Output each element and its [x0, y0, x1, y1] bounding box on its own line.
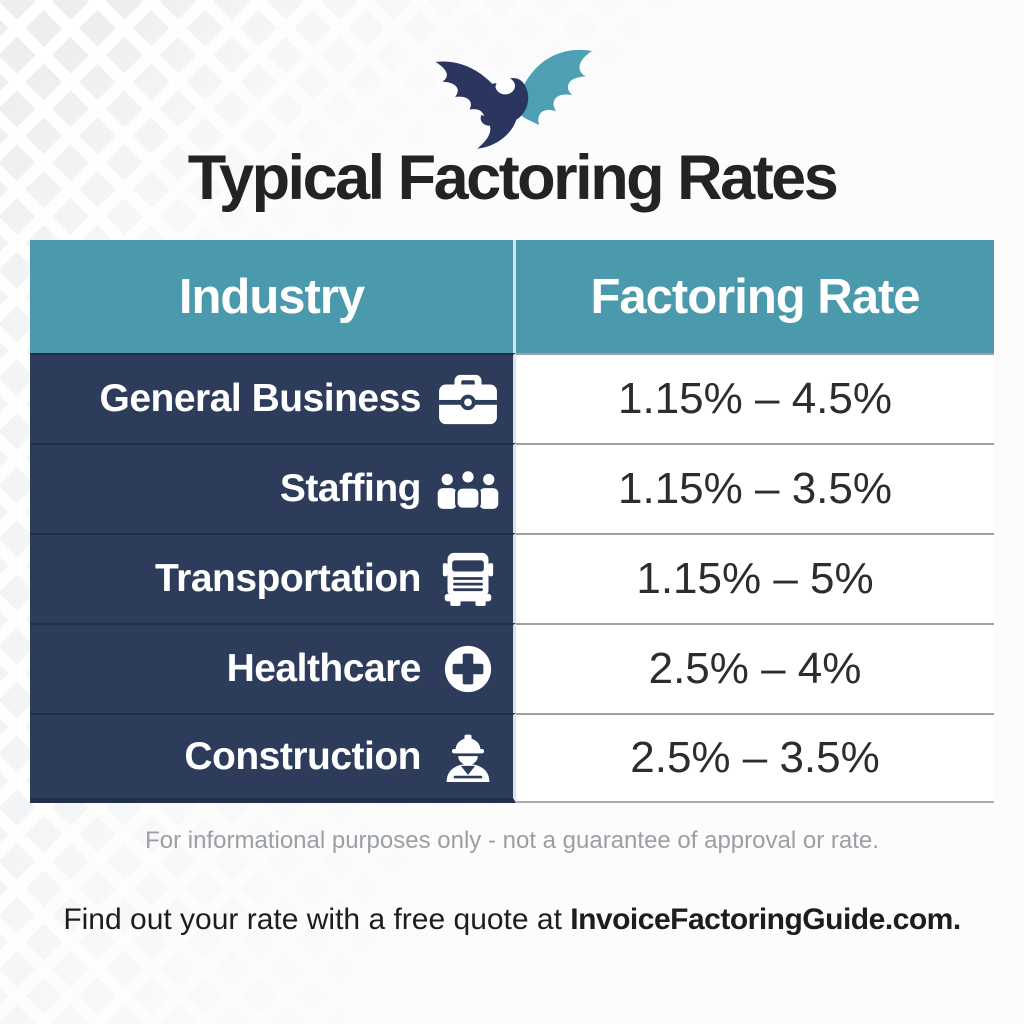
rate-value: 2.5% – 3.5%: [516, 713, 994, 803]
industry-label: Construction: [184, 734, 421, 778]
table-row: Healthcare 2.5% – 4%: [30, 623, 994, 713]
page-title: Typical Factoring Rates: [187, 143, 839, 213]
industry-cell: Healthcare: [30, 623, 516, 713]
briefcase-icon: [436, 372, 500, 426]
industry-label: Healthcare: [226, 647, 422, 690]
rate-value: 2.5% – 4%: [516, 623, 994, 713]
rate-value: 1.15% – 4.5%: [516, 353, 994, 443]
medical-cross-icon: [436, 644, 500, 694]
table-row: Staffing 1.15% – 3.5%: [30, 443, 994, 533]
column-header-factoring-rate: Factoring Rate: [590, 269, 920, 324]
rate-value: 1.15% – 3.5%: [516, 443, 994, 533]
table-row: General Business 1.15% – 4.5%: [30, 353, 994, 443]
users-icon: [436, 467, 500, 511]
table-row: Transportation: [30, 533, 994, 623]
industry-cell: Transportation: [30, 533, 516, 623]
industry-label: Transportation: [154, 557, 422, 600]
industry-cell: Construction: [30, 713, 516, 803]
table-row: Construction 2.5% – 3.5%: [30, 713, 994, 803]
industry-cell: Staffing: [30, 443, 516, 533]
footer-brand-url: InvoiceFactoringGuide.com.: [570, 903, 961, 936]
truck-icon: [436, 551, 500, 607]
industry-cell: General Business: [30, 353, 516, 443]
construction-worker-icon: [436, 730, 500, 784]
footer-text: Find out your rate with a free quote at: [63, 903, 571, 936]
column-header-industry: Industry: [30, 240, 516, 353]
rate-value: 1.15% – 5%: [516, 533, 994, 623]
footer-cta: Find out your rate with a free quote at …: [0, 903, 1024, 937]
industry-label: Staffing: [279, 467, 422, 510]
disclaimer-text: For informational purposes only - not a …: [145, 827, 879, 854]
eagle-logo: [0, 0, 1024, 149]
factoring-rates-table: Industry Factoring Rate General Business: [30, 240, 994, 803]
industry-label: General Business: [99, 377, 422, 420]
table-header-row: Industry Factoring Rate: [30, 240, 994, 353]
